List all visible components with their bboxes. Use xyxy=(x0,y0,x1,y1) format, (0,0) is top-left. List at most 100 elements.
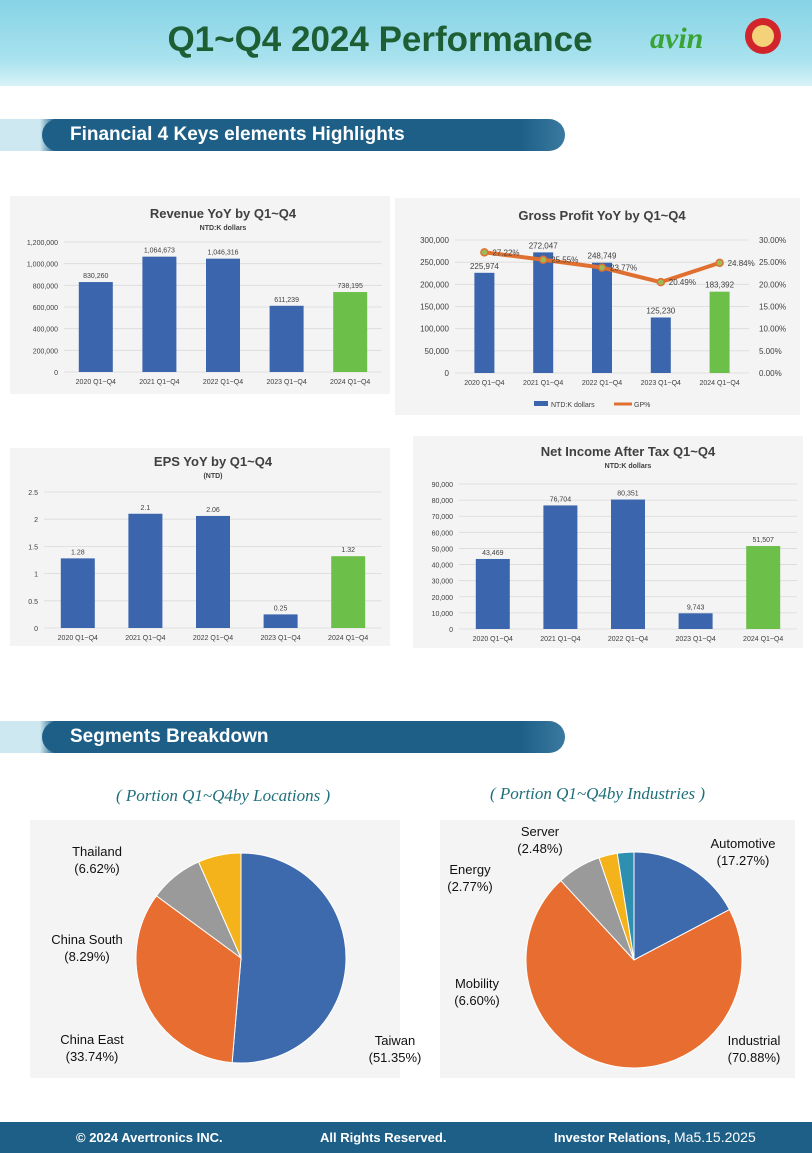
pie-label-china-east: China East (33.74%) xyxy=(60,1032,124,1064)
data-label: 611,239 xyxy=(274,297,299,304)
bar xyxy=(78,282,113,372)
gp-point xyxy=(538,255,548,264)
bar xyxy=(196,515,230,628)
footer-rights: All Rights Reserved. xyxy=(320,1130,447,1145)
x-tick-label: 2024 Q1~Q4 xyxy=(330,379,370,386)
y2-tick-label: 5.00% xyxy=(759,347,782,356)
bar xyxy=(533,252,554,373)
data-label: 1.32 xyxy=(341,547,355,554)
y-tick-label: 0 xyxy=(34,626,38,633)
chart-title: EPS YoY by Q1~Q4 xyxy=(154,454,273,469)
data-label: 2.1 xyxy=(141,505,151,512)
page-header: Q1~Q4 2024 Performance avin xyxy=(0,0,812,86)
gp-point xyxy=(597,263,607,272)
legend-swatch-bar xyxy=(534,401,548,406)
pie-slice xyxy=(616,851,635,961)
y-tick-label: 200,000 xyxy=(420,280,449,289)
x-tick-label: 2022 Q1~Q4 xyxy=(193,635,233,642)
pie-locations-chart xyxy=(135,852,347,1064)
y-tick-label: 150,000 xyxy=(420,303,449,312)
revenue-chart-panel: Revenue YoY by Q1~Q4 NTD:K dollars 0 200,00… xyxy=(10,196,390,394)
x-tick-label: 2021 Q1~Q4 xyxy=(523,380,563,387)
chart-title: Gross Profit YoY by Q1~Q4 xyxy=(518,208,686,223)
x-tick-label: 2022 Q1~Q4 xyxy=(582,380,622,387)
y-tick-label: 0.5 xyxy=(28,599,38,606)
y-tick-label: 60,000 xyxy=(432,530,454,537)
chart-title: Revenue YoY by Q1~Q4 xyxy=(150,206,297,221)
x-tick-label: 2023 Q1~Q4 xyxy=(675,636,715,643)
y2-tick-label: 30.00% xyxy=(759,236,786,245)
section-segments-title: Segments Breakdown xyxy=(70,726,269,747)
y-tick-label: 10,000 xyxy=(432,611,454,618)
bar xyxy=(474,272,495,373)
pie-label-server: Server (2.48%) xyxy=(517,824,563,856)
bar xyxy=(331,556,366,628)
data-label: 125,230 xyxy=(646,306,675,315)
data-label: 76,704 xyxy=(550,496,572,503)
y-tick-label: 800,000 xyxy=(33,283,58,290)
eps-chart: EPS YoY by Q1~Q4 (NTD) 0 0.5 1 1.5 2 2.5 1.28 202… xyxy=(28,454,382,642)
y-tick-label: 0 xyxy=(54,370,58,377)
y-tick-label: 50,000 xyxy=(425,347,450,356)
gp-label: 20.49% xyxy=(669,278,696,287)
y-tick-label: 80,000 xyxy=(432,498,454,505)
x-tick-label: 2024 Q1~Q4 xyxy=(743,636,783,643)
gp-label: 25.55% xyxy=(551,256,578,265)
bar xyxy=(650,317,671,373)
bar xyxy=(333,292,368,372)
y-tick-label: 50,000 xyxy=(432,546,454,553)
data-label: 225,974 xyxy=(470,262,499,271)
y-tick-label: 40,000 xyxy=(432,563,454,570)
pie-label-china-south: China South (8.29%) xyxy=(51,932,123,964)
section-highlights-title: Financial 4 Keys elements Highlights xyxy=(70,124,405,145)
data-label: 43,469 xyxy=(482,550,504,557)
y2-tick-label: 10.00% xyxy=(759,325,786,334)
x-tick-label: 2021 Q1~Q4 xyxy=(139,379,179,386)
y-tick-label: 0 xyxy=(449,627,453,634)
x-tick-label: 2024 Q1~Q4 xyxy=(328,635,368,642)
pie-label-energy: Energy (2.77%) xyxy=(447,862,493,894)
y-tick-label: 1.5 xyxy=(28,544,38,551)
bar xyxy=(263,614,298,628)
footer-ir: Investor Relations, xyxy=(554,1130,671,1145)
gp-point xyxy=(715,258,724,268)
gross-profit-chart: Gross Profit YoY by Q1~Q4 0 50,000 100,000 1… xyxy=(420,208,786,409)
data-label: 1.28 xyxy=(71,549,85,556)
x-tick-label: 2022 Q1~Q4 xyxy=(203,379,243,386)
bar xyxy=(611,499,645,629)
bar xyxy=(678,613,713,629)
chart-subtitle: NTD:K dollars xyxy=(605,463,652,470)
y-tick-label: 30,000 xyxy=(432,579,454,586)
y-tick-label: 600,000 xyxy=(33,305,58,312)
x-tick-label: 2021 Q1~Q4 xyxy=(540,636,580,643)
logo-text: avin xyxy=(650,22,704,55)
bar xyxy=(543,505,578,629)
chart-title: Net Income After Tax Q1~Q4 xyxy=(541,444,716,459)
pie-label-thailand: Thailand (6.62%) xyxy=(72,844,122,876)
net-income-chart: Net Income After Tax Q1~Q4 NTD:K dollars 0… xyxy=(432,444,797,643)
x-tick-label: 2020 Q1~Q4 xyxy=(76,379,116,386)
bar xyxy=(709,291,730,373)
x-tick-label: 2021 Q1~Q4 xyxy=(125,635,165,642)
pie-label-taiwan: Taiwan (51.35%) xyxy=(368,1033,422,1065)
net-income-chart-panel: Net Income After Tax Q1~Q4 NTD:K dollars 0… xyxy=(413,436,803,648)
logo-emblem-icon xyxy=(745,18,781,54)
y-tick-label: 400,000 xyxy=(33,327,58,334)
pie-industries-title: ( Portion Q1~Q4by Industries ) xyxy=(490,784,706,803)
bar xyxy=(746,546,781,629)
pie-slice xyxy=(197,852,242,959)
x-tick-label: 2020 Q1~Q4 xyxy=(58,635,98,642)
pie-industries-chart xyxy=(525,851,743,1069)
chart-subtitle: (NTD) xyxy=(203,473,222,480)
bar xyxy=(269,305,304,372)
data-label: 0.25 xyxy=(274,605,288,612)
y2-tick-label: 0.00% xyxy=(759,369,782,378)
pie-slice xyxy=(231,852,347,1064)
chart-subtitle: NTD:K dollars xyxy=(200,225,247,232)
x-tick-label: 2023 Q1~Q4 xyxy=(641,380,681,387)
y-tick-label: 1,000,000 xyxy=(27,262,58,269)
x-tick-label: 2024 Q1~Q4 xyxy=(699,380,739,387)
pie-industries-panel xyxy=(440,820,795,1078)
legend-label: GP% xyxy=(634,402,650,409)
x-tick-label: 2020 Q1~Q4 xyxy=(473,636,513,643)
